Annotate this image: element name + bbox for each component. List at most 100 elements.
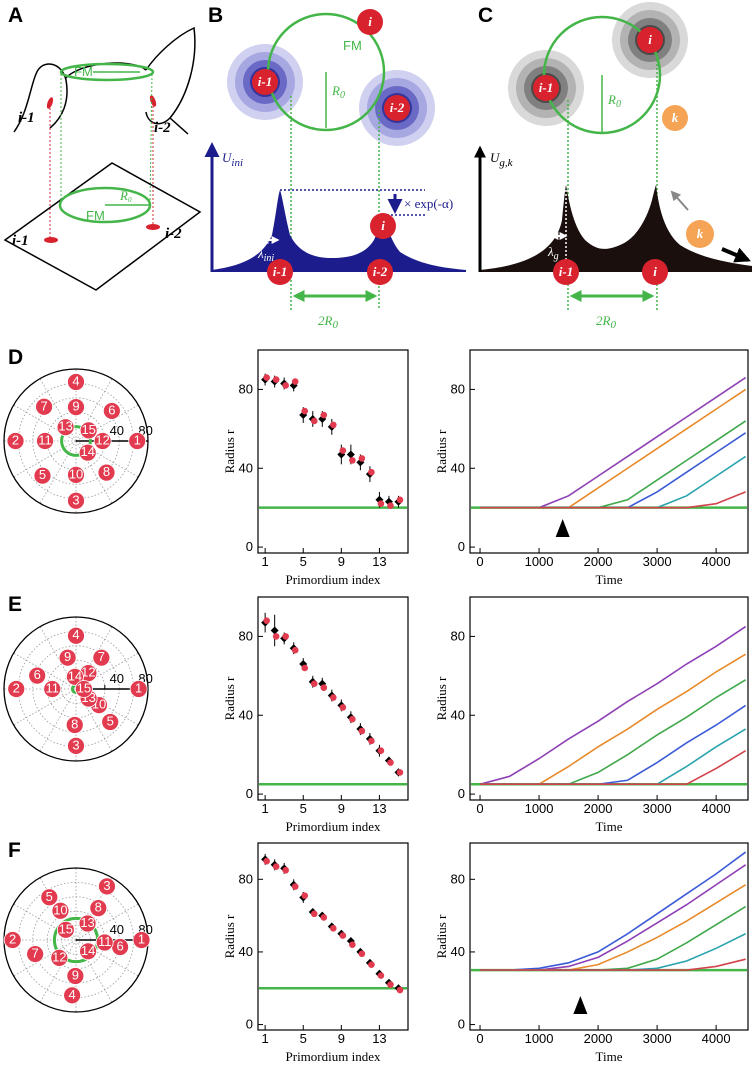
- subscript: g,k: [499, 157, 513, 169]
- axis-label: Uini: [222, 150, 243, 169]
- label: i-2: [390, 100, 405, 115]
- symbol: R: [331, 83, 340, 98]
- series-line: [480, 884, 747, 971]
- point: [310, 680, 318, 688]
- primordium: [267, 259, 293, 285]
- point-label: 15: [59, 921, 73, 936]
- primordium-point: [67, 398, 85, 417]
- primordium: [637, 27, 663, 53]
- x-axis-label: Primordium index: [286, 819, 381, 834]
- spoke: [13, 652, 77, 690]
- distance-label: 2R0: [318, 313, 338, 331]
- point: [270, 626, 279, 635]
- point-label: 9: [72, 399, 79, 414]
- point-label: 3: [103, 878, 110, 893]
- point-label: 5: [107, 714, 114, 729]
- point: [377, 500, 385, 508]
- y-tick-label: 0: [246, 1017, 253, 1032]
- x-tick-label: 1000: [525, 1031, 554, 1046]
- point: [358, 950, 366, 958]
- series-line: [479, 625, 747, 786]
- plot-frame: [257, 349, 409, 554]
- label: i-1: [559, 264, 573, 279]
- y-tick-label: 80: [451, 628, 465, 643]
- point-label: 1: [138, 932, 145, 947]
- point-label: 13: [80, 915, 94, 930]
- point-label: 13: [58, 419, 72, 434]
- r-tick-label: 40: [110, 922, 124, 937]
- series-line: [480, 388, 747, 509]
- y-tick-label: 40: [451, 944, 465, 959]
- potential-curve: [480, 185, 752, 272]
- point-label: 15: [81, 422, 95, 437]
- point: [282, 633, 289, 640]
- y-axis-label: Radius r: [434, 429, 449, 473]
- point-label: 3: [72, 492, 79, 507]
- point-label: 1: [134, 433, 141, 448]
- fm-label: FM: [343, 38, 362, 53]
- point: [368, 737, 375, 745]
- primordium-point: [28, 666, 47, 685]
- x-tick-label: 13: [372, 554, 386, 569]
- x-tick-label: 3000: [643, 801, 672, 816]
- series-line: [480, 420, 747, 509]
- series-line: [480, 491, 746, 509]
- primordium-point: [66, 667, 84, 686]
- x-tick-label: 4000: [702, 1031, 731, 1046]
- point: [320, 684, 328, 691]
- point-label: 6: [108, 402, 115, 417]
- label: i-1: [18, 110, 35, 126]
- panel-a: A FM i-1 i-2 R0 FM i-1 i-2: [3, 4, 202, 291]
- projection: [149, 73, 153, 206]
- label: i-2: [373, 264, 388, 279]
- point: [320, 914, 328, 921]
- point: [330, 925, 337, 932]
- point: [396, 496, 404, 504]
- label: i-2: [154, 120, 171, 136]
- plot-frame: [469, 842, 749, 1031]
- primordium-outline: [13, 63, 68, 133]
- plot-frame: [257, 596, 409, 801]
- primordium-point: [78, 914, 97, 933]
- fm-label: FM: [74, 64, 93, 79]
- primordium-point: [50, 949, 69, 967]
- point-label: 12: [81, 665, 95, 680]
- label: i-1: [539, 80, 553, 95]
- fm-label: FM: [86, 208, 105, 223]
- primordium-point: [132, 931, 151, 949]
- point: [282, 382, 289, 389]
- point-label: 10: [69, 466, 83, 481]
- primordium-point: [97, 463, 116, 482]
- primordium-point: [36, 432, 54, 450]
- point-label: 12: [52, 949, 66, 964]
- primordium-point: [67, 736, 85, 755]
- point: [349, 715, 356, 723]
- x-tick-label: 2000: [584, 554, 613, 569]
- y-tick-label: 40: [451, 707, 465, 722]
- point-label: 4: [69, 987, 76, 1002]
- point-label: 8: [71, 716, 78, 731]
- primordium-point: [66, 967, 85, 985]
- subscript: 0: [332, 319, 338, 331]
- y-tick-label: 0: [246, 539, 253, 554]
- point-label: 10: [53, 902, 67, 917]
- x-axis-label: Time: [596, 819, 623, 834]
- point-label: 3: [72, 737, 79, 752]
- point-label: 2: [9, 932, 16, 947]
- primordium-point: [7, 680, 26, 698]
- primordium-point: [92, 648, 111, 667]
- primordium: [686, 220, 714, 248]
- point-label: 6: [34, 667, 41, 682]
- x-tick-label: 4000: [702, 554, 731, 569]
- spoke: [13, 440, 77, 478]
- event-arrow: [555, 519, 570, 537]
- x-tick-label: 0: [476, 554, 483, 569]
- point-label: 11: [45, 681, 59, 696]
- r0-label: R0: [119, 188, 132, 204]
- symbol: R: [119, 188, 128, 203]
- panel-letter: F: [8, 839, 21, 862]
- lambda-label: λg: [547, 244, 559, 262]
- series-line: [480, 958, 746, 971]
- subscript: g: [554, 251, 559, 262]
